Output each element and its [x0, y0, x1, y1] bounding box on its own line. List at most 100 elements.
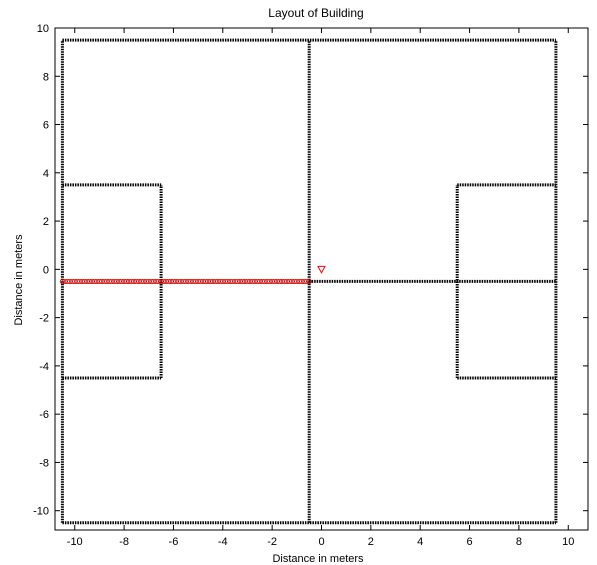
highlight-point [183, 278, 189, 285]
y-tick-label: -10 [33, 506, 49, 518]
highlight-point [244, 278, 251, 285]
highlight-point [222, 278, 228, 285]
marker-layer [317, 265, 326, 274]
x-tick-label: 8 [516, 536, 522, 548]
x-ticks: -10 -8 -6 -4 -2 0 2 4 6 8 10 [67, 28, 574, 548]
highlight-point [252, 278, 258, 285]
highlight-point [146, 278, 152, 285]
highlight-point [62, 278, 68, 285]
highlight-point [165, 278, 172, 285]
x-tick-label: 2 [368, 536, 374, 548]
highlight-point [72, 278, 78, 285]
plot-frame [54, 27, 589, 531]
position-marker [317, 265, 326, 274]
highlight-point [284, 278, 290, 285]
highlight-point [279, 278, 285, 285]
highlight-point [242, 278, 248, 285]
highlight-point [94, 278, 100, 285]
x-tick-label: 0 [318, 536, 324, 548]
highlight-point [67, 278, 73, 285]
highlight-point [276, 278, 283, 285]
highlight-point [175, 278, 181, 285]
highlight-point [217, 278, 223, 285]
highlight-point [128, 278, 135, 285]
highlight-point [235, 278, 241, 285]
highlight-point [294, 278, 300, 285]
highlight-point [306, 278, 312, 285]
highlight-point [151, 278, 157, 285]
y-tick-label: 8 [43, 71, 49, 83]
highlight-point [121, 278, 127, 285]
highlight-point [212, 278, 218, 285]
highlight-point [205, 278, 211, 285]
highlight-point [158, 278, 164, 285]
highlight-point [82, 278, 88, 285]
x-tick-label: -4 [218, 536, 228, 548]
highlight-point [170, 278, 177, 285]
highlight-point [267, 278, 273, 285]
y-tick-label: 2 [43, 216, 49, 228]
highlight-point [259, 278, 265, 285]
highlight-point [202, 278, 209, 285]
highlight-point [190, 278, 196, 285]
y-tick-label: -6 [39, 409, 49, 421]
highlight-point [160, 278, 167, 285]
highlight-point [264, 278, 270, 285]
highlight-point [101, 278, 107, 285]
highlight-point [133, 278, 140, 285]
highlight-point [96, 278, 103, 285]
highlight-point [123, 278, 130, 285]
highlight-point [185, 278, 191, 285]
highlight-point [126, 278, 132, 285]
highlight-point [239, 278, 246, 285]
highlight-point [195, 278, 201, 285]
highlight-point [131, 278, 137, 285]
highlight-point [262, 278, 268, 285]
highlight-point [272, 278, 278, 285]
highlight-point [74, 278, 80, 285]
highlight-point [299, 278, 305, 285]
highlight-point [237, 278, 243, 285]
highlight-point [109, 278, 115, 285]
highlight-point [111, 278, 117, 285]
highlight-point [116, 278, 122, 285]
highlight-point [91, 278, 98, 285]
y-tick-label: -2 [39, 313, 49, 325]
highlight-point [291, 278, 297, 285]
highlight-point [197, 278, 204, 285]
highlight-point [173, 278, 179, 285]
highlight-point [168, 278, 174, 285]
x-tick-label: 10 [562, 536, 574, 548]
y-tick-label: -8 [39, 457, 49, 469]
highlight-point [163, 278, 169, 285]
x-tick-label: -6 [169, 536, 179, 548]
x-tick-label: -8 [119, 536, 129, 548]
highlight-point [230, 278, 236, 285]
highlight-point [119, 278, 125, 285]
highlight-point [220, 278, 226, 285]
highlight-point [99, 278, 105, 285]
highlight-point [286, 278, 293, 285]
highlight-point [69, 278, 75, 285]
highlight-point [210, 278, 216, 285]
highlight-point [77, 278, 83, 285]
highlight-point [143, 278, 149, 285]
highlight-point [106, 278, 112, 285]
highlight-point [153, 278, 159, 285]
highlight-point [304, 278, 310, 285]
highlight-point [215, 278, 221, 285]
y-tick-label: 0 [43, 264, 49, 276]
highlight-layer [59, 278, 312, 285]
highlight-point [281, 278, 288, 285]
highlight-point [188, 278, 194, 285]
highlight-point [225, 278, 231, 285]
y-tick-label: 6 [43, 120, 49, 132]
highlight-point [136, 278, 142, 285]
highlight-point [59, 278, 66, 285]
highlight-point [249, 278, 256, 285]
highlight-point [79, 278, 85, 285]
highlight-point [232, 278, 238, 285]
highlight-point [114, 278, 120, 285]
highlight-point [296, 278, 302, 285]
x-axis-label: Distance in meters [272, 553, 364, 565]
